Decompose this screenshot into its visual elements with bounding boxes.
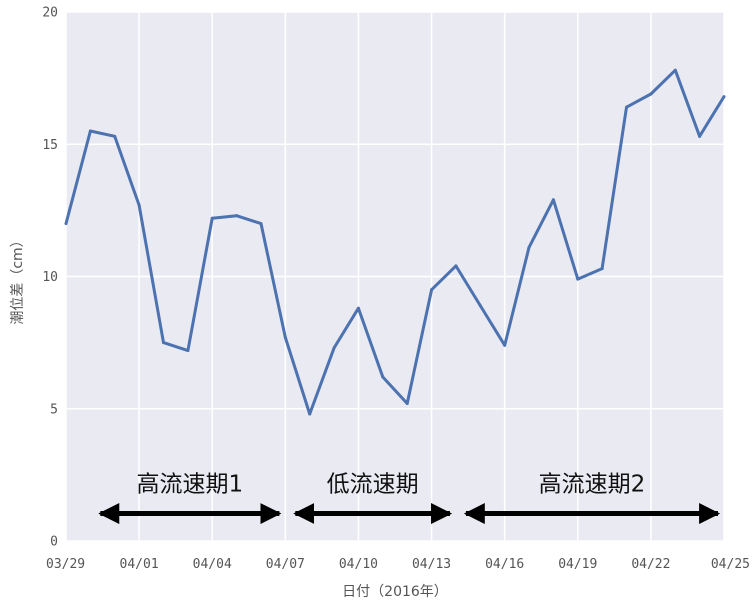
data-point	[161, 341, 165, 345]
period-label: 高流速期1	[137, 472, 244, 498]
y-axis: 0 5 10 15 20	[42, 6, 58, 550]
data-point	[478, 304, 482, 308]
x-tick-label: 03/29	[46, 557, 85, 572]
period-label: 高流速期2	[539, 472, 646, 498]
data-point	[503, 343, 507, 347]
period-annotations: 高流速期1 低流速期 高流速期2	[98, 472, 721, 525]
grid-lines	[65, 11, 725, 542]
x-tick-label: 04/16	[485, 557, 524, 572]
data-point	[698, 134, 702, 138]
x-tick-label: 04/13	[412, 557, 451, 572]
data-point	[649, 92, 653, 96]
data-point	[88, 129, 92, 133]
y-tick-label: 0	[50, 535, 58, 550]
y-tick-label: 10	[42, 270, 58, 285]
data-point	[137, 203, 141, 207]
data-point	[356, 306, 360, 310]
data-point	[283, 335, 287, 339]
x-tick-label: 04/19	[558, 557, 597, 572]
x-axis-label: 日付（2016年）	[342, 584, 448, 600]
y-axis-label: 潮位差（cm）	[10, 233, 26, 324]
y-tick-label: 5	[50, 402, 58, 417]
data-point	[308, 412, 312, 416]
x-tick-label: 04/01	[120, 557, 159, 572]
x-tick-label: 04/22	[631, 557, 670, 572]
data-point	[259, 222, 263, 226]
data-point	[332, 346, 336, 350]
data-point	[625, 105, 629, 109]
data-point	[673, 68, 677, 72]
data-point	[722, 95, 726, 99]
data-point	[454, 264, 458, 268]
data-point	[600, 267, 604, 271]
data-point	[551, 198, 555, 202]
period-label: 低流速期	[327, 472, 419, 498]
data-point	[405, 401, 409, 405]
x-tick-label: 04/10	[339, 557, 378, 572]
y-tick-label: 15	[42, 138, 58, 153]
y-tick-label: 20	[42, 6, 58, 21]
data-point	[186, 349, 190, 353]
data-point	[527, 245, 531, 249]
data-point	[235, 214, 239, 218]
data-point	[576, 277, 580, 281]
x-tick-label: 04/07	[266, 557, 305, 572]
data-point	[381, 375, 385, 379]
series-line	[64, 68, 726, 416]
x-tick-label: 04/04	[193, 557, 232, 572]
x-tick-label: 04/25	[711, 557, 750, 572]
data-point	[113, 134, 117, 138]
data-point	[430, 288, 434, 292]
data-point	[64, 222, 68, 226]
data-point	[210, 216, 214, 220]
x-axis: 03/29 04/01 04/04 04/07 04/10 04/13 04/16 04/19…	[46, 557, 750, 572]
